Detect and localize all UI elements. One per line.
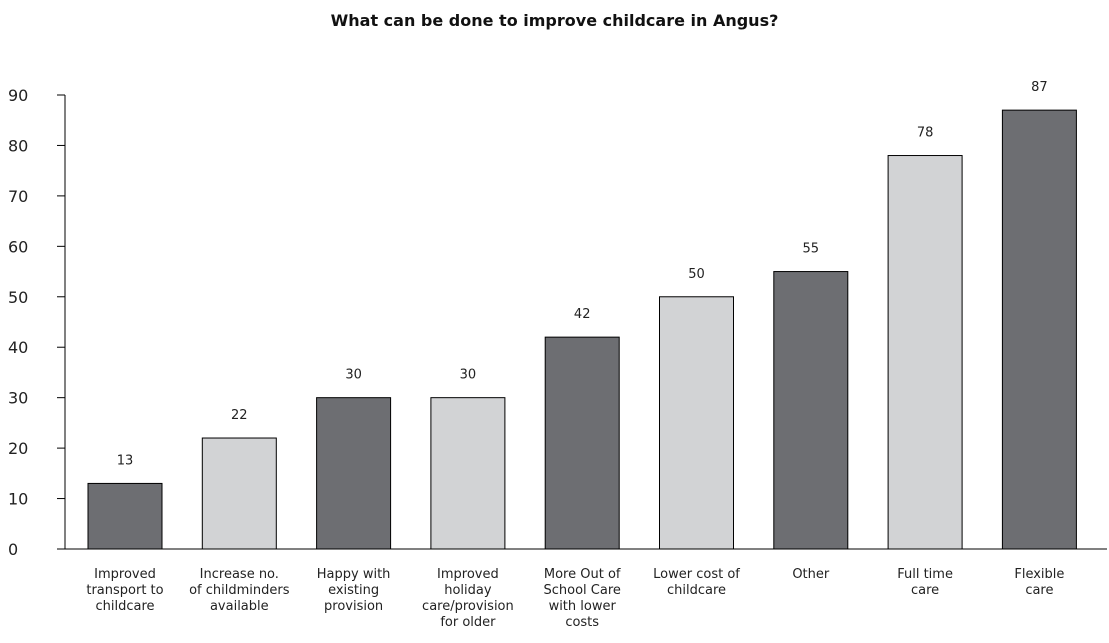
x-tick-label-line: with lower — [549, 599, 617, 614]
x-tick-label-line: Flexible — [1014, 567, 1064, 582]
x-tick-label-line: transport to — [86, 583, 163, 598]
data-label: 30 — [345, 368, 362, 383]
x-tick-label-line: Full time — [897, 567, 953, 582]
x-tick-label: Increase no. of childminders available — [189, 567, 290, 614]
x-tick-label-line: provision — [324, 599, 383, 614]
bar — [202, 438, 276, 549]
y-tick-label: 0 — [8, 540, 18, 559]
x-tick-label: Other — [792, 567, 830, 582]
data-label: 22 — [231, 408, 248, 423]
y-tick-label: 90 — [8, 86, 28, 105]
y-tick-label: 40 — [8, 338, 28, 357]
x-tick-label-line: care/provision — [422, 599, 514, 614]
bar — [774, 272, 848, 549]
bar — [888, 156, 962, 549]
data-label: 13 — [117, 453, 134, 468]
data-label: 42 — [574, 307, 591, 322]
x-tick-label-line: care — [1025, 583, 1053, 598]
data-label: 78 — [917, 126, 934, 141]
data-label: 50 — [688, 267, 705, 282]
x-tick-label: Improved holiday care/provision for older — [422, 567, 514, 630]
x-tick-label-line: Improved — [94, 567, 156, 582]
x-tick-label-line: available — [210, 599, 269, 614]
x-tick-label-line: care — [911, 583, 939, 598]
x-tick-label-line: for older — [440, 615, 496, 630]
x-tick-label-line: existing — [328, 583, 379, 598]
x-tick-label-line: Happy with — [317, 567, 391, 582]
bar — [1002, 110, 1076, 549]
bar — [88, 483, 162, 549]
y-tick-label: 60 — [8, 237, 28, 256]
y-tick-label: 50 — [8, 288, 28, 307]
x-tick-label-line: childcare — [95, 599, 154, 614]
x-tick-label: Happy with existing provision — [317, 567, 391, 614]
bar — [317, 398, 391, 549]
x-tick-label-line: costs — [565, 615, 599, 630]
bar — [660, 297, 734, 549]
data-label: 55 — [803, 242, 820, 257]
x-tick-label-line: childcare — [667, 583, 726, 598]
x-tick-label-line: of childminders — [189, 583, 290, 598]
y-tick-label: 20 — [8, 439, 28, 458]
x-tick-label-line: holiday — [444, 583, 492, 598]
y-axis: 0 10 20 30 40 50 60 70 80 90 — [8, 86, 65, 559]
x-tick-label: Lower cost of childcare — [653, 567, 740, 598]
x-tick-label: Flexible care — [1014, 567, 1064, 598]
x-tick-label: More Out of School Care with lower costs — [544, 567, 621, 630]
x-tick-label-line: School Care — [544, 583, 621, 598]
x-tick-label-line: More Out of — [544, 567, 621, 582]
y-tick-label: 70 — [8, 187, 28, 206]
data-label: 30 — [460, 368, 477, 383]
bar — [545, 337, 619, 549]
x-tick-label: Full time care — [897, 567, 953, 598]
y-tick-label: 80 — [8, 136, 28, 155]
x-tick-label: Improved transport to childcare — [86, 567, 163, 614]
data-label: 87 — [1031, 80, 1048, 95]
y-tick-label: 10 — [8, 490, 28, 509]
x-tick-label-line: Other — [792, 567, 830, 582]
bars — [88, 110, 1076, 549]
y-tick-label: 30 — [8, 389, 28, 408]
bar — [431, 398, 505, 549]
x-tick-label-line: Lower cost of — [653, 567, 740, 582]
x-tick-label-line: Increase no. — [200, 567, 279, 582]
x-tick-label-line: Improved — [437, 567, 499, 582]
